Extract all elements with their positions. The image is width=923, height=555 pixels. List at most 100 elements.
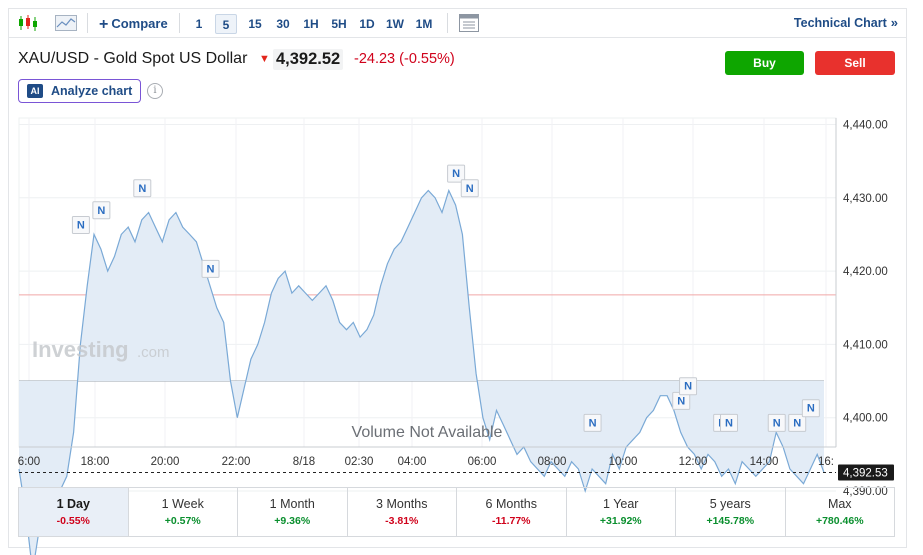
period-name: 6 Months [485, 497, 537, 511]
news-marker-box [719, 413, 738, 432]
interval-1h[interactable]: 1H [303, 17, 319, 31]
y-tick-label: 4,420.00 [843, 266, 888, 278]
interval-5h[interactable]: 5H [331, 17, 347, 31]
news-marker[interactable]: N [71, 215, 90, 234]
x-tick-label: 02:30 [345, 456, 374, 468]
period-change: -11.77% [491, 515, 531, 527]
interval-1[interactable]: 1 [195, 17, 203, 31]
interval-1w[interactable]: 1W [386, 17, 404, 31]
last-price-label: 4,392.53 [838, 464, 894, 481]
y-tick-label: 4,390.00 [843, 486, 888, 498]
period-name: 5 years [709, 497, 751, 511]
y-tick-label: 4,440.00 [843, 120, 888, 132]
layout-icon[interactable] [458, 13, 480, 33]
price-change: -24.23 (-0.55%) [354, 51, 455, 67]
news-marker-label: N [677, 395, 685, 407]
price-line [18, 188, 825, 555]
period-1-year[interactable]: 1 Year +31.92% [567, 488, 676, 536]
watermark-suffix: .com [137, 344, 170, 361]
news-marker[interactable]: N [201, 259, 220, 278]
news-marker[interactable]: N [583, 413, 602, 432]
volume-not-available: Volume Not Available [352, 424, 503, 441]
last-price-badge [838, 464, 894, 481]
analyze-chart-button[interactable]: AI Analyze chart [18, 79, 141, 103]
interval-15[interactable]: 15 [248, 17, 262, 31]
news-marker-label: N [589, 417, 597, 429]
period-change: +0.57% [164, 515, 201, 527]
performance-periods: 1 Day -0.55% 1 Week +0.57% 1 Month +9.36% 3 Mo… [18, 487, 895, 537]
x-tick-label: 8/18 [293, 456, 315, 468]
toolbar-divider [87, 13, 88, 33]
y-tick-label: 4,410.00 [843, 339, 888, 351]
news-marker-box [679, 377, 698, 396]
news-marker[interactable]: N [788, 413, 807, 432]
period-6-months[interactable]: 6 Months -11.77% [457, 488, 567, 536]
x-tick-label: 22:00 [222, 456, 251, 468]
news-marker-label: N [725, 417, 733, 429]
news-marker[interactable]: N [679, 377, 698, 396]
news-marker-box [460, 179, 479, 198]
news-marker-label: N [684, 381, 692, 393]
sell-button[interactable]: Sell [815, 51, 895, 75]
interval-1m[interactable]: 1M [415, 17, 433, 31]
period-change: +780.46% [815, 515, 864, 527]
technical-chart-link[interactable]: Technical Chart» [794, 15, 898, 30]
news-marker-label: N [77, 219, 85, 231]
period-max[interactable]: Max +780.46% [786, 488, 895, 536]
period-change: +31.92% [599, 515, 642, 527]
toolbar-divider [447, 13, 448, 33]
x-tick-label: 18:00 [81, 456, 110, 468]
period-name: 1 Month [269, 497, 315, 511]
period-3-months[interactable]: 3 Months -3.81% [348, 488, 457, 536]
news-marker[interactable]: N [133, 179, 152, 198]
x-tick-label: 16: [818, 456, 834, 468]
change-value: -24.23 [354, 51, 396, 67]
compare-label: Compare [111, 16, 168, 31]
news-marker[interactable]: N [719, 413, 738, 432]
analyze-chart-label: Analyze chart [51, 84, 133, 98]
interval-1d[interactable]: 1D [359, 17, 375, 31]
news-marker-box [92, 201, 111, 220]
period-change: +145.78% [706, 515, 755, 527]
info-icon[interactable]: i [147, 83, 163, 99]
period-change: +9.36% [274, 515, 311, 527]
news-marker[interactable]: N [447, 164, 466, 183]
x-tick-label: 20:00 [151, 456, 180, 468]
news-marker-box [133, 179, 152, 198]
news-marker-label: N [466, 183, 474, 195]
period-1-month[interactable]: 1 Month +9.36% [238, 488, 348, 536]
interval-30[interactable]: 30 [276, 17, 290, 31]
y-tick-label: 4,430.00 [843, 193, 888, 205]
period-change: -0.55% [56, 515, 90, 527]
period-1-week[interactable]: 1 Week +0.57% [129, 488, 238, 536]
x-tick-label: 10:00 [609, 456, 638, 468]
news-marker-label: N [452, 168, 460, 180]
last-price-badge-text: 4,392.53 [843, 467, 888, 479]
news-marker[interactable]: N [801, 399, 820, 418]
news-marker[interactable]: N [767, 413, 786, 432]
news-marker[interactable]: N [460, 179, 479, 198]
news-marker-label: N [207, 263, 215, 275]
news-marker-label: N [97, 205, 105, 217]
period-5-years[interactable]: 5 years +145.78% [676, 488, 786, 536]
news-marker-box [801, 399, 820, 418]
compare-button[interactable]: + Compare [99, 15, 168, 33]
down-arrow-icon: ▼ [259, 53, 270, 65]
interval-5[interactable]: 5 [215, 14, 237, 34]
period-name: 1 Day [56, 497, 90, 511]
period-name: 1 Week [161, 497, 204, 511]
chart-toolbar: + Compare 1 5 15 30 1H 5H 1D 1W 1M Techni… [8, 8, 907, 38]
period-name: 3 Months [376, 497, 428, 511]
price-area [19, 190, 824, 555]
news-marker-box [201, 259, 220, 278]
news-marker[interactable]: N [92, 201, 111, 220]
period-change: -3.81% [385, 515, 419, 527]
area-chart-icon[interactable] [55, 13, 77, 33]
news-marker-box [788, 413, 807, 432]
candlestick-icon[interactable] [17, 13, 39, 33]
plus-icon: + [99, 16, 109, 33]
news-marker-box [71, 215, 90, 234]
period-1-day[interactable]: 1 Day -0.55% [19, 488, 129, 536]
buy-button[interactable]: Buy [725, 51, 804, 75]
